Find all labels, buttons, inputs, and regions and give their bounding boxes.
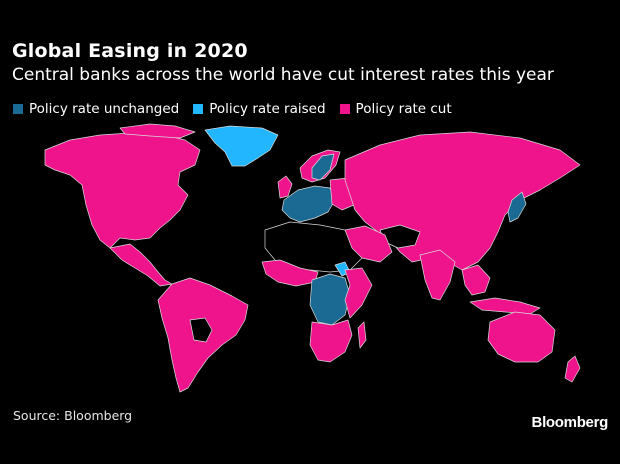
region-australia (487, 311, 556, 363)
legend-swatch-unchanged (13, 104, 23, 114)
region-uk (277, 175, 293, 199)
legend-swatch-cut (339, 104, 350, 114)
chart-title: Global Easing in 2020 (12, 40, 248, 62)
brand-logo: Bloomberg (531, 414, 609, 431)
chart-subtitle: Central banks across the world have cut … (12, 65, 554, 85)
region-central-africa (309, 273, 351, 326)
legend-swatch-raised (193, 104, 204, 114)
legend-item-unchanged: Policy rate unchanged (13, 101, 179, 117)
legend: Policy rate unchanged Policy rate raised… (13, 101, 452, 117)
region-bolivia-paraguay (189, 317, 213, 343)
region-greenland (204, 125, 279, 167)
region-north-america (44, 132, 201, 249)
legend-label-cut: Policy rate cut (355, 101, 452, 117)
legend-item-cut: Policy rate cut (339, 101, 452, 117)
region-east-africa (344, 267, 373, 319)
region-new-zealand (564, 355, 581, 383)
region-japan (507, 191, 527, 223)
region-southern-africa (309, 319, 353, 363)
region-madagascar (357, 321, 367, 349)
region-eurozone (281, 185, 336, 223)
source-note: Source: Bloomberg (13, 408, 133, 423)
region-india (419, 249, 456, 301)
region-sweden-finland (311, 153, 335, 181)
legend-item-raised: Policy rate raised (193, 101, 326, 117)
region-indonesia (469, 297, 541, 315)
world-map (44, 123, 581, 393)
region-egypt-arabia (344, 225, 393, 263)
region-southeast-asia (461, 264, 491, 296)
legend-label-unchanged: Policy rate unchanged (29, 101, 180, 117)
legend-label-raised: Policy rate raised (209, 101, 326, 117)
region-mexico-central-america (109, 243, 173, 287)
region-canada-arctic-islands (119, 123, 196, 139)
